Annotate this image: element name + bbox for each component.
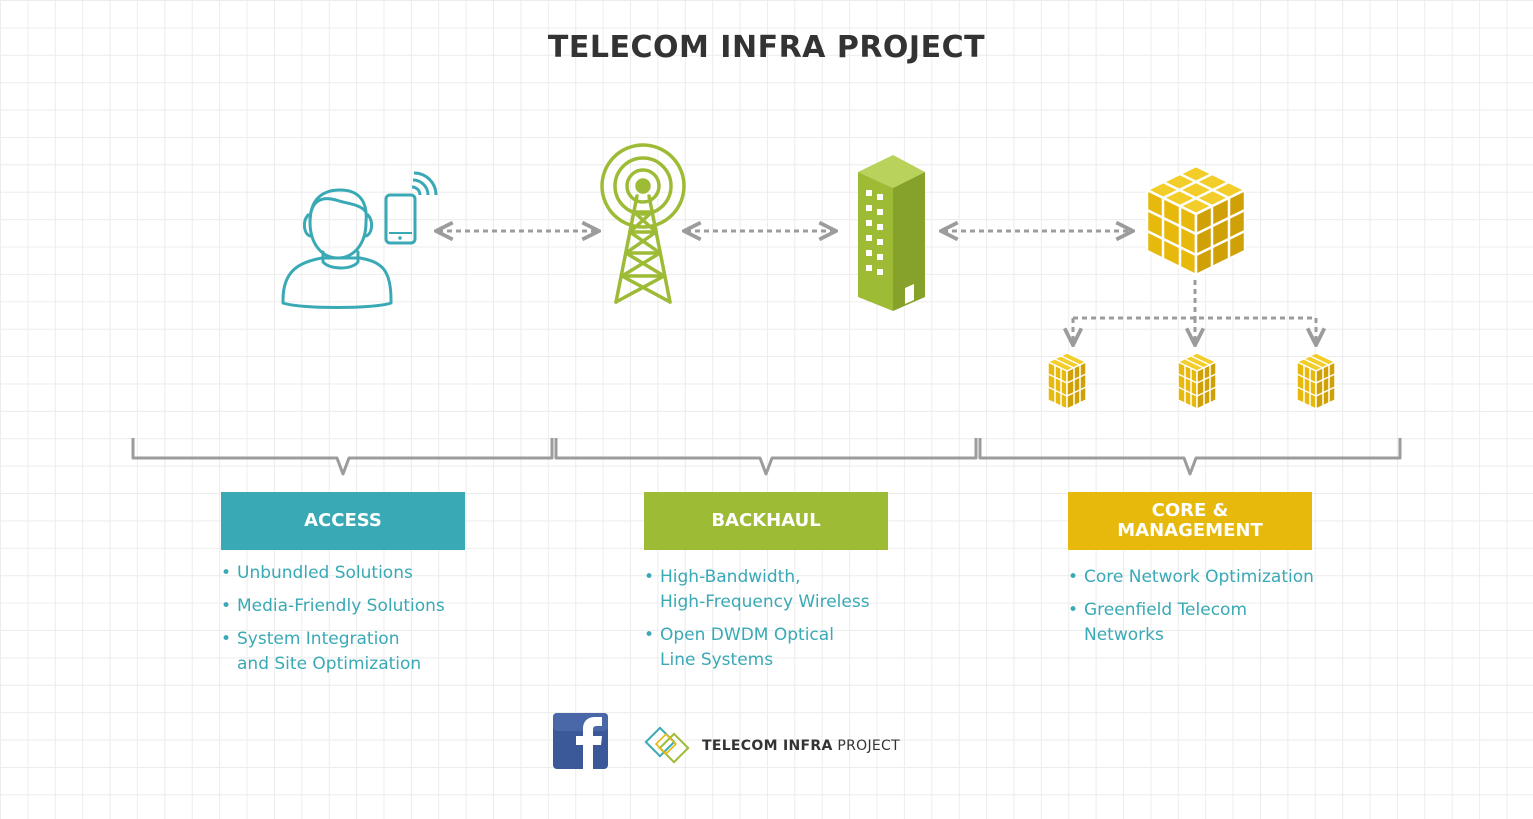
tip-logo: TELECOM INFRA PROJECT bbox=[642, 725, 900, 767]
list-item: Media-Friendly Solutions bbox=[221, 594, 445, 619]
tip-logo-text: TELECOM INFRA PROJECT bbox=[702, 738, 900, 754]
section-bracket-backhaul bbox=[554, 438, 978, 476]
small-cube-icon bbox=[1296, 352, 1336, 410]
core-bullet-list: Core Network Optimization Greenfield Tel… bbox=[1068, 565, 1314, 656]
facebook-logo bbox=[553, 713, 608, 769]
list-item: Core Network Optimization bbox=[1068, 565, 1314, 590]
section-label-access: ACCESS bbox=[221, 492, 465, 550]
page-title: TELECOM INFRA PROJECT bbox=[547, 30, 986, 65]
access-bullet-list: Unbundled Solutions Media-Friendly Solut… bbox=[221, 561, 445, 685]
list-item: Unbundled Solutions bbox=[221, 561, 445, 586]
section-bracket-access bbox=[131, 438, 554, 476]
smartphone-wireless-icon bbox=[384, 171, 438, 245]
section-label-backhaul: BACKHAUL bbox=[644, 492, 888, 550]
person-icon bbox=[281, 188, 393, 309]
list-item: High-Bandwidth, High-Frequency Wireless bbox=[644, 565, 870, 615]
small-cube-icon bbox=[1177, 352, 1217, 410]
list-item: Open DWDM Optical Line Systems bbox=[644, 623, 870, 673]
office-building-icon bbox=[858, 155, 925, 311]
section-label-core-management: CORE & MANAGEMENT bbox=[1068, 492, 1312, 550]
large-cube-icon bbox=[1145, 164, 1247, 277]
section-bracket-core bbox=[978, 438, 1402, 476]
tip-logo-mark-icon bbox=[644, 726, 690, 764]
small-cube-icon bbox=[1047, 352, 1087, 410]
list-item: Greenfield Telecom Networks bbox=[1068, 598, 1314, 648]
core-distribution-connector bbox=[1073, 280, 1316, 343]
list-item: System Integration and Site Optimization bbox=[221, 627, 445, 677]
cell-tower-icon bbox=[600, 143, 686, 304]
backhaul-bullet-list: High-Bandwidth, High-Frequency Wireless … bbox=[644, 565, 870, 681]
